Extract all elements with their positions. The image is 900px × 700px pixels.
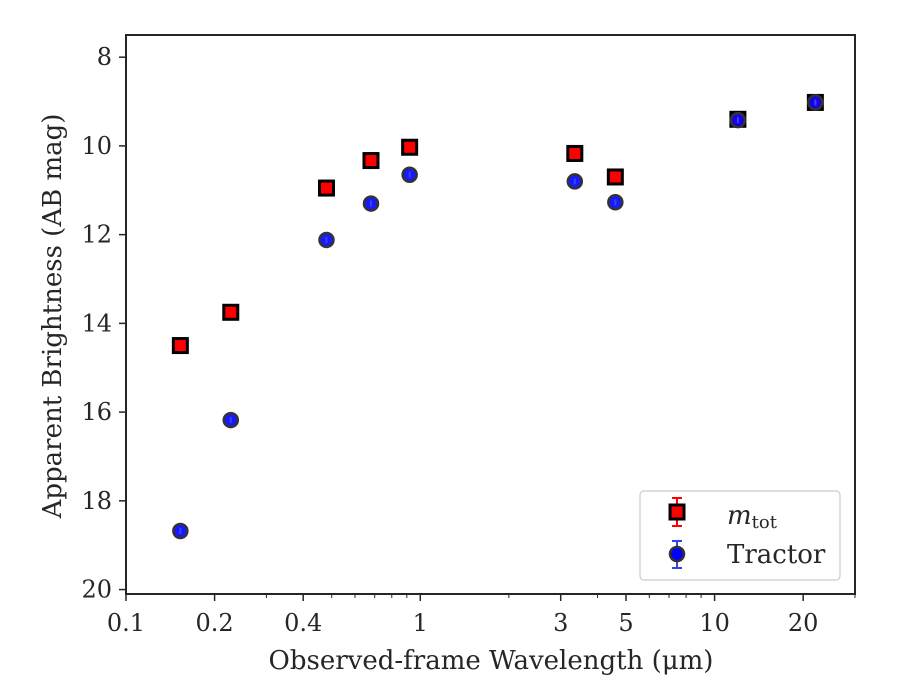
x-tick-label: 5 <box>618 609 633 637</box>
legend: mtot Tractor <box>639 490 841 581</box>
data-point-mtot <box>362 152 380 170</box>
plot-area <box>171 93 824 540</box>
x-tick-label: 0.2 <box>196 609 234 637</box>
data-point-mtot <box>171 337 189 355</box>
data-point-mtot <box>401 138 419 156</box>
y-tick-label: 10 <box>81 132 112 160</box>
y-axis-label: Apparent Brightness (AB mag) <box>38 114 68 520</box>
legend-label-tractor: Tractor <box>727 540 826 570</box>
x-tick-label: 1 <box>413 609 428 637</box>
y-tick-label: 16 <box>81 398 112 426</box>
data-point-mtot <box>606 168 624 186</box>
legend-box <box>639 490 841 581</box>
legend-label-mtot: mtot <box>727 501 778 533</box>
y-tick-label: 14 <box>81 309 112 337</box>
axes: 0.1 0.2 0.4 1 3 5 10 20 8 10 12 14 16 18 20 <box>81 34 856 637</box>
legend-marker-tractor <box>668 545 686 563</box>
x-tick-label: 0.1 <box>107 609 145 637</box>
x-axis-label: Observed-frame Wavelength (μm) <box>269 646 714 676</box>
legend-marker-mtot <box>668 503 686 521</box>
y-tick-label: 12 <box>81 221 112 249</box>
data-point-mtot <box>317 179 335 197</box>
x-tick-label: 10 <box>699 609 730 637</box>
data-point-mtot <box>222 303 240 321</box>
y-tick-label: 18 <box>81 487 112 515</box>
plot-frame <box>125 34 856 595</box>
x-tick-label: 0.4 <box>284 609 322 637</box>
x-tick-label: 20 <box>788 609 819 637</box>
x-tick-label: 3 <box>553 609 568 637</box>
data-point-mtot <box>566 144 584 162</box>
y-tick-label: 8 <box>97 43 112 71</box>
y-tick-label: 20 <box>81 576 112 604</box>
